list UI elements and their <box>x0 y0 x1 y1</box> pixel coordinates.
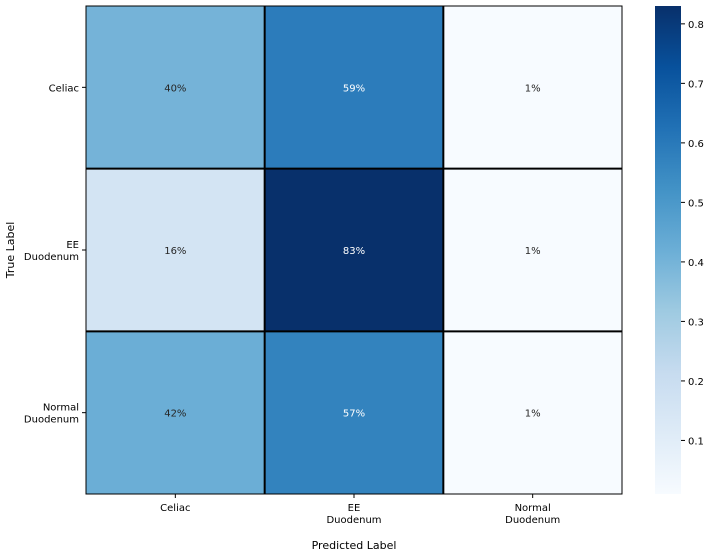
heatmap-cell-r2-c2 <box>443 331 622 494</box>
cell-label-r2-c0: 42% <box>164 409 186 420</box>
heatmap-cell-r1-c1 <box>264 168 444 332</box>
cell-label-r1-c2: 1% <box>525 246 541 257</box>
colorbar-tick-label-3: 0.4 <box>688 258 704 269</box>
cell-label-r0-c1: 59% <box>343 83 365 94</box>
cell-label-r2-c1: 57% <box>343 409 365 420</box>
cell-label-r0-c0: 40% <box>164 83 186 94</box>
x-tick-label-1: EE Duodenum <box>326 503 381 526</box>
heatmap-cell-r0-c1 <box>264 6 444 169</box>
cell-label-r0-c2: 1% <box>525 83 541 94</box>
cell-label-r1-c0: 16% <box>164 246 186 257</box>
cell-label-r2-c2: 1% <box>525 409 541 420</box>
heatmap-cell-r0-c2 <box>443 6 622 169</box>
heatmap-cells <box>86 6 622 494</box>
x-tick-label-2: Normal Duodenum <box>505 503 560 526</box>
x-axis-label: Predicted Label <box>312 539 397 552</box>
colorbar-tick-label-7: 0.8 <box>688 20 704 31</box>
heatmap-cell-r1-c2 <box>443 168 622 332</box>
colorbar-ticks: 0.1 0.2 0.3 0.4 0.5 0.6 0.7 0.8 <box>681 20 704 447</box>
colorbar-tick-label-0: 0.1 <box>688 436 704 447</box>
x-axis-ticks: Celiac EE Duodenum Normal Duodenum <box>160 494 560 526</box>
heatmap-cell-r1-c0 <box>86 168 265 332</box>
y-tick-label-2: Normal Duodenum <box>24 403 79 426</box>
heatmap-cell-r2-c1 <box>264 331 444 494</box>
y-axis-label: True Label <box>4 222 17 280</box>
heatmap-grid-lines <box>85 5 623 495</box>
y-axis-ticks: Celiac EE Duodenum Normal Duodenum <box>24 83 86 426</box>
colorbar-tick-label-5: 0.6 <box>688 139 704 150</box>
heatmap-cell-labels: 40% 59% 1% 16% 83% 1% 42% 57% 1% <box>164 83 540 419</box>
y-tick-label-0: Celiac <box>49 83 79 94</box>
heatmap-cell-r2-c0 <box>86 331 265 494</box>
cell-label-r1-c1: 83% <box>343 246 365 257</box>
x-tick-label-0: Celiac <box>160 503 190 514</box>
colorbar-tick-label-6: 0.7 <box>688 79 704 90</box>
heatmap-cell-r0-c0 <box>86 6 265 169</box>
colorbar-gradient <box>655 6 681 494</box>
colorbar-tick-label-2: 0.3 <box>688 317 704 328</box>
y-tick-label-1: EE Duodenum <box>24 240 79 263</box>
colorbar-tick-label-1: 0.2 <box>688 377 704 388</box>
colorbar <box>655 6 681 494</box>
colorbar-tick-label-4: 0.5 <box>688 198 704 209</box>
